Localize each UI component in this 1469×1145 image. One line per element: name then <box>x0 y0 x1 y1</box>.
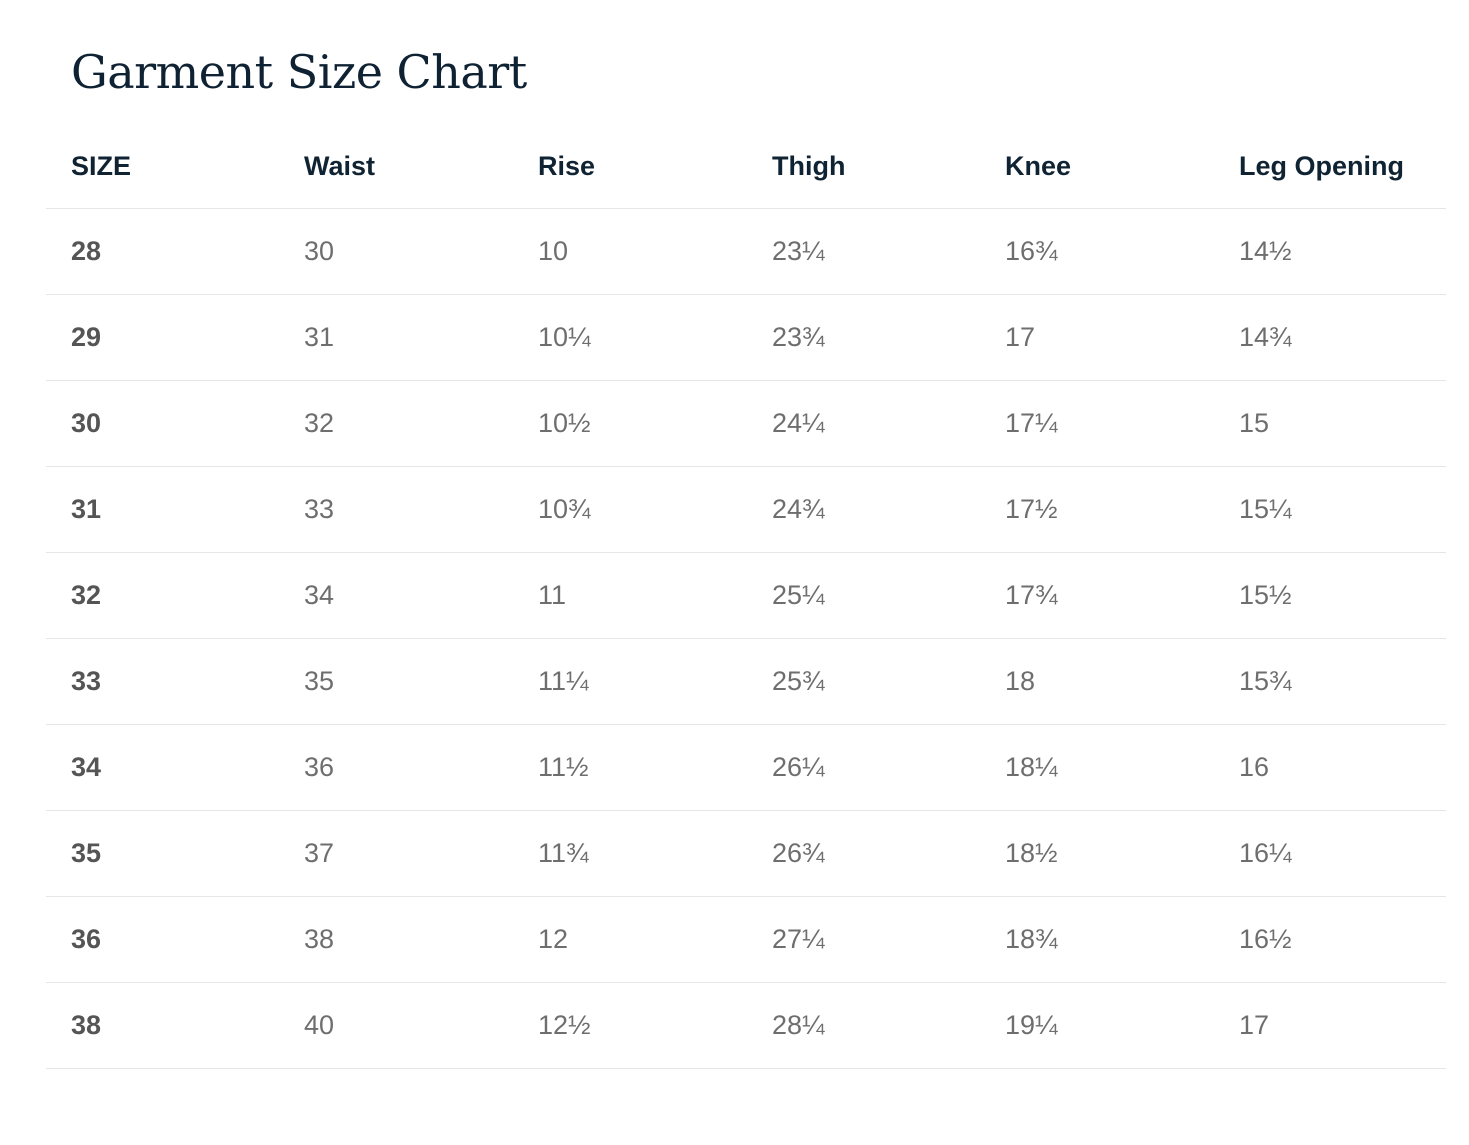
column-header-waist: Waist <box>279 124 513 209</box>
thigh-cell: 23¼ <box>747 208 980 295</box>
waist-cell: 37 <box>279 810 513 897</box>
leg-opening-cell: 15¼ <box>1214 466 1446 553</box>
table-row: 30 32 10½ 24¼ 17¼ 15 <box>46 380 1446 467</box>
thigh-cell: 23¾ <box>747 294 980 381</box>
rise-cell: 10¼ <box>513 294 747 381</box>
size-cell: 34 <box>46 724 279 811</box>
leg-opening-cell: 14½ <box>1214 208 1446 295</box>
column-header-thigh: Thigh <box>747 124 980 209</box>
table-row: 28 30 10 23¼ 16¾ 14½ <box>46 208 1446 295</box>
knee-cell: 18 <box>980 638 1214 725</box>
table-row: 33 35 11¼ 25¾ 18 15¾ <box>46 638 1446 725</box>
rise-cell: 11½ <box>513 724 747 811</box>
waist-cell: 36 <box>279 724 513 811</box>
size-cell: 36 <box>46 896 279 983</box>
knee-cell: 17¼ <box>980 380 1214 467</box>
table-row: 29 31 10¼ 23¾ 17 14¾ <box>46 294 1446 381</box>
knee-cell: 17¾ <box>980 552 1214 639</box>
size-cell: 35 <box>46 810 279 897</box>
page-title: Garment Size Chart <box>71 45 527 99</box>
knee-cell: 18½ <box>980 810 1214 897</box>
size-cell: 29 <box>46 294 279 381</box>
table-row: 32 34 11 25¼ 17¾ 15½ <box>46 552 1446 639</box>
size-cell: 28 <box>46 208 279 295</box>
knee-cell: 16¾ <box>980 208 1214 295</box>
table-row: 35 37 11¾ 26¾ 18½ 16¼ <box>46 810 1446 897</box>
thigh-cell: 26¾ <box>747 810 980 897</box>
table-header-row: SIZE Waist Rise Thigh Knee Leg Opening <box>46 124 1446 209</box>
size-chart-table: SIZE Waist Rise Thigh Knee Leg Opening 2… <box>46 124 1446 1069</box>
leg-opening-cell: 15½ <box>1214 552 1446 639</box>
waist-cell: 31 <box>279 294 513 381</box>
waist-cell: 30 <box>279 208 513 295</box>
thigh-cell: 27¼ <box>747 896 980 983</box>
leg-opening-cell: 16¼ <box>1214 810 1446 897</box>
leg-opening-cell: 16 <box>1214 724 1446 811</box>
rise-cell: 11¾ <box>513 810 747 897</box>
thigh-cell: 24¼ <box>747 380 980 467</box>
waist-cell: 35 <box>279 638 513 725</box>
leg-opening-cell: 14¾ <box>1214 294 1446 381</box>
knee-cell: 17 <box>980 294 1214 381</box>
column-header-knee: Knee <box>980 124 1214 209</box>
waist-cell: 38 <box>279 896 513 983</box>
leg-opening-cell: 16½ <box>1214 896 1446 983</box>
waist-cell: 32 <box>279 380 513 467</box>
knee-cell: 19¼ <box>980 982 1214 1069</box>
thigh-cell: 25¼ <box>747 552 980 639</box>
table-row: 31 33 10¾ 24¾ 17½ 15¼ <box>46 466 1446 553</box>
size-cell: 32 <box>46 552 279 639</box>
thigh-cell: 25¾ <box>747 638 980 725</box>
thigh-cell: 26¼ <box>747 724 980 811</box>
thigh-cell: 24¾ <box>747 466 980 553</box>
knee-cell: 18¾ <box>980 896 1214 983</box>
waist-cell: 34 <box>279 552 513 639</box>
knee-cell: 17½ <box>980 466 1214 553</box>
column-header-size: SIZE <box>46 124 279 209</box>
waist-cell: 33 <box>279 466 513 553</box>
rise-cell: 10¾ <box>513 466 747 553</box>
rise-cell: 12½ <box>513 982 747 1069</box>
leg-opening-cell: 15 <box>1214 380 1446 467</box>
thigh-cell: 28¼ <box>747 982 980 1069</box>
column-header-rise: Rise <box>513 124 747 209</box>
leg-opening-cell: 15¾ <box>1214 638 1446 725</box>
size-cell: 33 <box>46 638 279 725</box>
waist-cell: 40 <box>279 982 513 1069</box>
size-cell: 31 <box>46 466 279 553</box>
column-header-leg-opening: Leg Opening <box>1214 124 1446 209</box>
table-row: 36 38 12 27¼ 18¾ 16½ <box>46 896 1446 983</box>
table-row: 38 40 12½ 28¼ 19¼ 17 <box>46 982 1446 1069</box>
rise-cell: 10½ <box>513 380 747 467</box>
size-cell: 30 <box>46 380 279 467</box>
table-row: 34 36 11½ 26¼ 18¼ 16 <box>46 724 1446 811</box>
knee-cell: 18¼ <box>980 724 1214 811</box>
rise-cell: 11 <box>513 552 747 639</box>
rise-cell: 12 <box>513 896 747 983</box>
rise-cell: 10 <box>513 208 747 295</box>
rise-cell: 11¼ <box>513 638 747 725</box>
leg-opening-cell: 17 <box>1214 982 1446 1069</box>
size-cell: 38 <box>46 982 279 1069</box>
